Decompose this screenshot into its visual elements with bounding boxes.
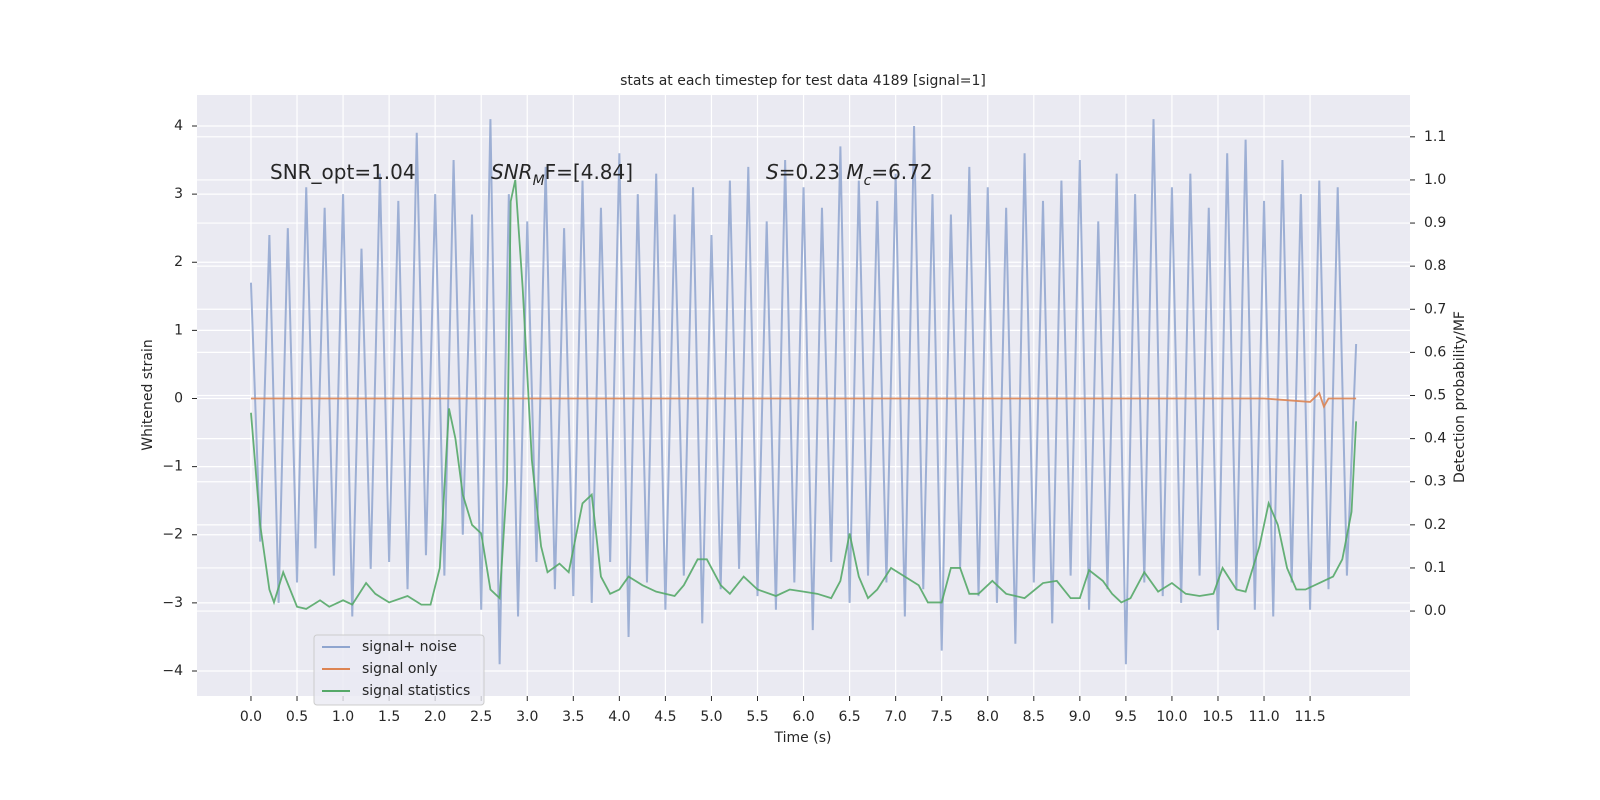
x-tick-label: 5.5 xyxy=(746,709,768,725)
x-tick-label: 10.5 xyxy=(1202,709,1233,725)
x-tick-label: 5.0 xyxy=(700,709,722,725)
annotation-part: SNR xyxy=(491,160,533,184)
annotation-part: =6.72 xyxy=(871,160,932,184)
x-tick-label: 9.5 xyxy=(1115,709,1137,725)
y-tick-label: 4 xyxy=(174,118,183,134)
annotation: SNRMF=[4.84] xyxy=(491,160,633,190)
x-tick-label: 3.0 xyxy=(516,709,538,725)
x-tick-label: 4.0 xyxy=(608,709,630,725)
y-tick-label: 1 xyxy=(174,322,183,338)
x-tick-label: 1.5 xyxy=(378,709,400,725)
legend-label: signal+ noise xyxy=(362,639,457,655)
y-tick-label: −4 xyxy=(162,663,183,679)
series-line xyxy=(250,179,1358,610)
annotation-part: M xyxy=(533,173,545,189)
y-tick-label: −2 xyxy=(162,527,183,543)
x-tick-label: 0.5 xyxy=(286,709,308,725)
y-tick-label: 0 xyxy=(174,390,183,406)
x-tick-label: 0.0 xyxy=(240,709,262,725)
x-tick-label: 6.5 xyxy=(838,709,860,725)
annotation-part: c xyxy=(864,173,872,189)
y2-tick-label: 1.1 xyxy=(1424,129,1446,145)
x-axis-label: Time (s) xyxy=(774,730,832,746)
annotation-part: =0.23 xyxy=(779,160,847,184)
y2-tick-label: 1.0 xyxy=(1424,172,1446,188)
series-line xyxy=(249,119,1358,665)
y2-tick-label: 0.4 xyxy=(1424,431,1446,447)
y2-tick-label: 0.9 xyxy=(1424,215,1446,231)
y-tick-label: 3 xyxy=(174,186,183,202)
y2-tick-label: 0.3 xyxy=(1424,474,1446,490)
y2-tick-label: 0.6 xyxy=(1424,344,1446,360)
y-tick-label: −3 xyxy=(162,595,183,611)
annotation-part: S xyxy=(766,160,779,184)
y2-tick-label: 0.2 xyxy=(1424,517,1446,533)
x-tick-label: 6.0 xyxy=(792,709,814,725)
x-tick-label: 11.5 xyxy=(1294,709,1325,725)
y2-tick-label: 0.1 xyxy=(1424,560,1446,576)
x-tick-label: 9.0 xyxy=(1069,709,1091,725)
y2-tick-label: 0.5 xyxy=(1424,388,1446,404)
y-tick-label: 2 xyxy=(174,254,183,270)
x-tick-label: 1.0 xyxy=(332,709,354,725)
x-tick-label: 2.0 xyxy=(424,709,446,725)
y2-tick-label: 0.8 xyxy=(1424,258,1446,274)
y-tick-label: −1 xyxy=(162,459,183,475)
chart-title: stats at each timestep for test data 418… xyxy=(620,73,986,89)
legend-box xyxy=(313,634,485,706)
annotation-part: M xyxy=(846,160,863,184)
x-tick-label: 7.0 xyxy=(885,709,907,725)
annotation: S=0.23 Mc=6.72 xyxy=(766,160,933,190)
y2-tick-label: 0.0 xyxy=(1424,603,1446,619)
x-tick-label: 11.0 xyxy=(1248,709,1279,725)
x-tick-label: 8.5 xyxy=(1023,709,1045,725)
x-tick-label: 7.5 xyxy=(931,709,953,725)
y2-axis-label: Detection probability/MF xyxy=(1452,311,1468,483)
x-tick-label: 10.0 xyxy=(1156,709,1187,725)
x-tick-label: 4.5 xyxy=(654,709,676,725)
annotation: SNR_opt=1.04 xyxy=(270,160,416,184)
series-line xyxy=(250,391,1357,409)
annotation-part: SNR_opt=1.04 xyxy=(270,160,416,184)
y-axis-label: Whitened strain xyxy=(140,339,156,450)
annotation-part: F=[4.84] xyxy=(545,160,633,184)
x-tick-label: 2.5 xyxy=(470,709,492,725)
legend-label: signal statistics xyxy=(362,683,470,699)
y2-tick-label: 0.7 xyxy=(1424,301,1446,317)
legend-label: signal only xyxy=(362,661,437,677)
x-tick-label: 8.0 xyxy=(977,709,999,725)
x-tick-label: 3.5 xyxy=(562,709,584,725)
